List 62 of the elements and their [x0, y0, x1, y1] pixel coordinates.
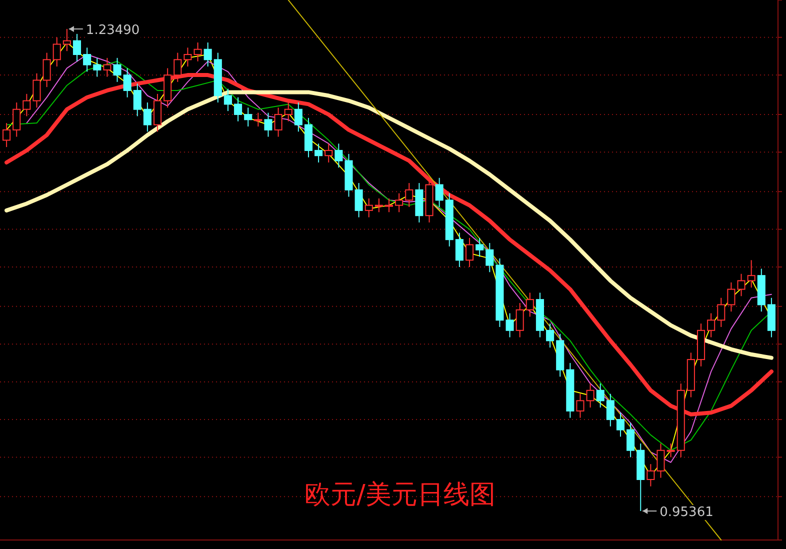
candlestick: [194, 42, 202, 62]
candlestick: [22, 93, 31, 117]
candlestick: [103, 57, 112, 78]
candlestick: [274, 107, 282, 138]
candlestick: [133, 83, 142, 117]
candlestick: [506, 312, 514, 338]
candlestick: [32, 72, 41, 108]
candlestick: [284, 102, 292, 122]
candlestick: [546, 323, 554, 348]
candlestick: [455, 232, 464, 268]
candlestick: [646, 464, 655, 487]
candlestick: [254, 112, 262, 127]
annotation: 0.95361: [660, 505, 714, 520]
candlestick: [234, 96, 242, 122]
candlestick: [747, 260, 756, 288]
candlestick: [52, 36, 61, 67]
candlestick: [486, 242, 494, 273]
candlestick: [666, 443, 675, 458]
candlestick: [737, 273, 746, 297]
candlestick: [707, 312, 716, 338]
candlestick: [244, 107, 252, 127]
candlestick: [384, 198, 394, 213]
candlestick: [465, 237, 474, 268]
candlestick: [72, 33, 82, 62]
candlestick: [93, 57, 102, 78]
candlestick: [435, 177, 444, 208]
candlestick: [727, 282, 736, 312]
candlestick: [143, 102, 152, 132]
candlestick: [717, 297, 726, 328]
candlestick: [62, 28, 71, 52]
candlestick: [354, 182, 363, 218]
candlestick: [526, 292, 534, 318]
candlestick: [42, 52, 51, 88]
candlestick: [334, 143, 343, 168]
candlestick: [2, 122, 11, 148]
candlestick: [153, 93, 162, 132]
candlestick: [616, 412, 625, 438]
candlestick: [324, 143, 333, 163]
text: 欧元/美元日线图: [304, 480, 496, 510]
candlestick: [374, 198, 383, 213]
candlestick: [264, 112, 272, 138]
candlestick: [294, 102, 302, 132]
candlestick: [204, 42, 212, 67]
candlestick: [626, 422, 635, 458]
candlestick: [314, 143, 323, 163]
candlestick: [83, 47, 92, 72]
candlestick: [224, 88, 232, 112]
candlestick: [405, 182, 414, 208]
candlestick: [395, 192, 404, 213]
candlestick: [516, 302, 524, 338]
candlestick: [596, 383, 604, 408]
candlestick: [606, 393, 614, 427]
candlestick: [184, 47, 192, 67]
candlestick: [113, 57, 122, 82]
annotation: 1.23490: [86, 22, 140, 38]
candlestick: [576, 393, 584, 418]
candlestick: [12, 102, 21, 138]
candlestick: [656, 443, 665, 478]
candlestick: [586, 383, 594, 408]
candlestick: [123, 68, 132, 98]
candlestick: [364, 198, 373, 218]
candlestick: [476, 237, 484, 258]
